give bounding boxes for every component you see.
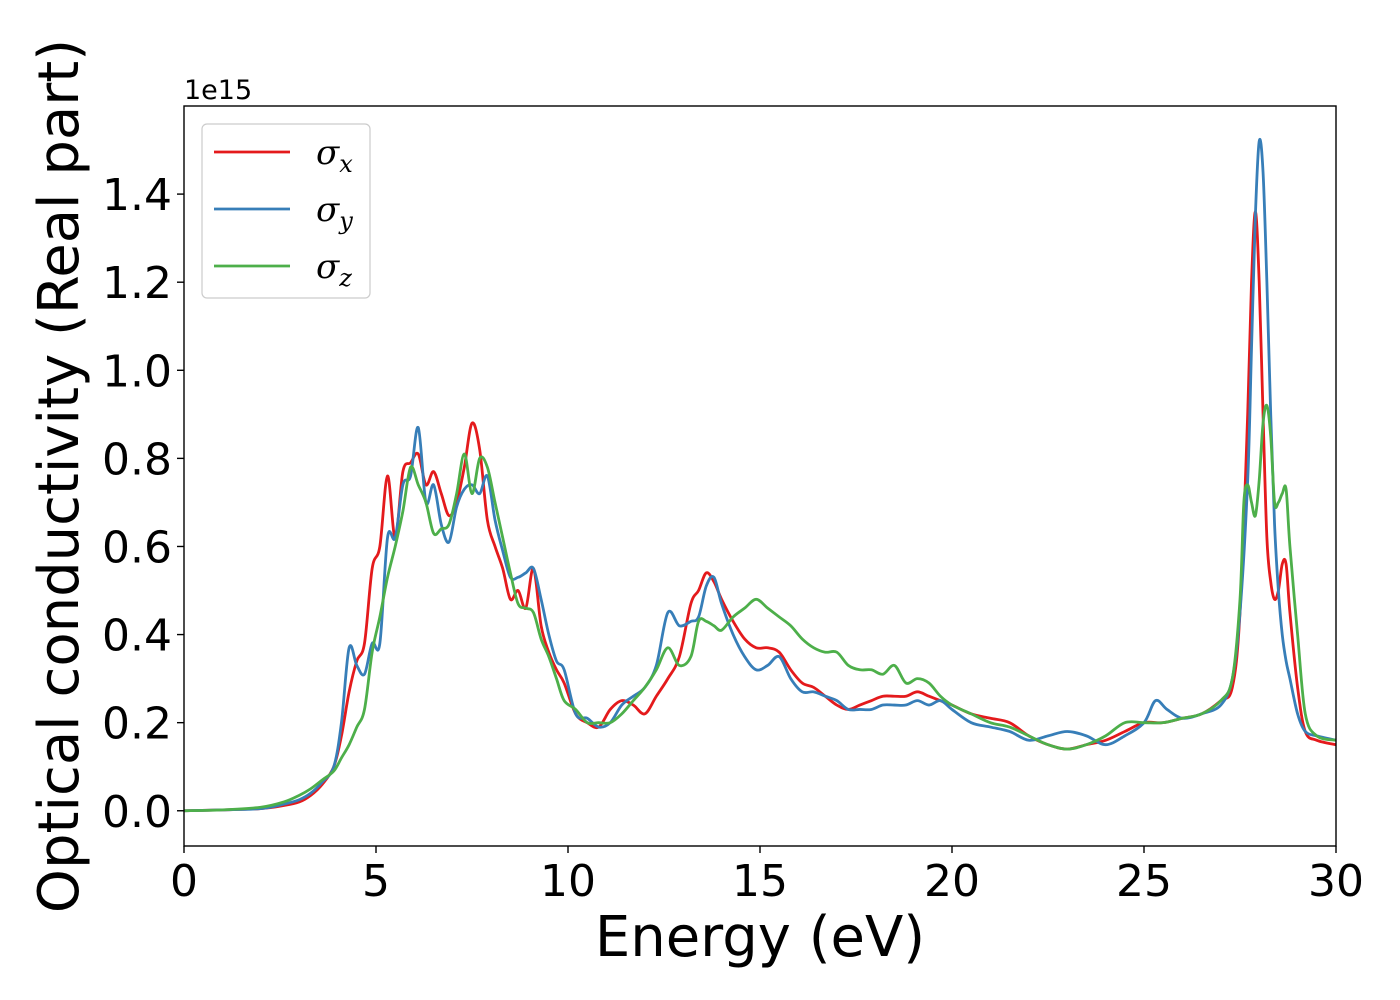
y-tick-label: 1.2 — [102, 258, 172, 309]
y-offset-label: 1e15 — [184, 75, 252, 106]
x-tick-label: 5 — [362, 856, 390, 907]
x-tick-label: 10 — [540, 856, 596, 907]
legend-box — [201, 123, 371, 299]
y-tick-label: 0.2 — [102, 699, 172, 750]
y-tick-label: 0.8 — [102, 434, 172, 485]
legend-label-sigma-x: σx — [316, 133, 353, 178]
y-tick-label: 1.4 — [102, 170, 172, 221]
y-tick-label: 0.6 — [102, 522, 172, 573]
x-axis-ticks: 0 5 10 15 20 25 30 — [170, 846, 1364, 907]
series-line-sigma-z — [184, 403, 1336, 813]
y-axis-title: Optical conductivity (Real part) — [27, 39, 92, 913]
x-axis-title: Energy (eV) — [595, 905, 925, 970]
x-tick-label: 25 — [1116, 856, 1172, 907]
x-tick-label: 15 — [732, 856, 788, 907]
x-tick-label: 30 — [1308, 856, 1364, 907]
series-group — [184, 138, 1336, 813]
y-tick-label: 0.0 — [102, 787, 172, 838]
y-tick-label: 0.4 — [102, 611, 172, 662]
x-tick-label: 20 — [924, 856, 980, 907]
x-tick-label: 0 — [170, 856, 198, 907]
y-axis-ticks: 0.0 0.2 0.4 0.6 0.8 1.0 1.2 1.4 — [102, 170, 184, 838]
legend-label-sigma-y: σy — [316, 190, 353, 235]
legend-label-sigma-z: σz — [316, 247, 352, 292]
y-tick-label: 1.0 — [102, 346, 172, 397]
legend: σx σy σz — [201, 123, 371, 299]
